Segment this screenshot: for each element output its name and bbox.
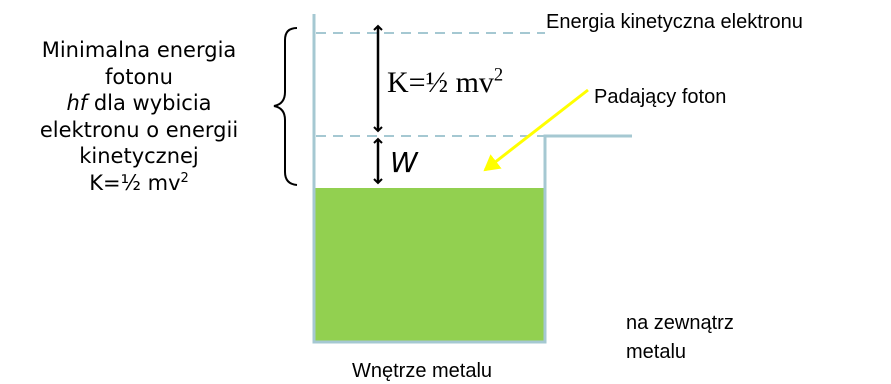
min-energy-line-5: kinetycznej [79,144,199,168]
work-function-label: W [390,146,418,179]
min-energy-line-4: elektronu o energii [39,117,239,142]
incident-photon-label: Padający foton [594,86,727,108]
min-energy-line-3-rest: dla wybicia [87,91,212,115]
outside-metal-label-line-2: metalu [626,341,687,363]
min-energy-formula: K=½ mv [89,170,181,195]
min-energy-line-2: fotonu [105,64,173,89]
curly-brace [273,27,298,186]
min-energy-line-3: hf dla wybicia [4,90,274,117]
min-energy-formula-exponent: 2 [180,170,189,186]
hf-symbol: hf [66,91,88,115]
outside-metal-label-line-1: na zewnątrz [626,312,734,334]
kinetic-formula-exponent: 2 [493,64,504,86]
minimum-photon-energy-text: Minimalna energia fotonu hf dla wybicia … [4,37,274,196]
metal-interior-label: Wnętrze metalu [352,360,493,382]
kinetic-formula-prefix: K=½ mv [387,66,494,99]
kinetic-energy-level-label: Energia kinetyczna elektronu [546,11,803,33]
kinetic-energy-formula: K=½ mv2 [387,66,503,99]
potential-well-outline [312,14,632,344]
min-energy-line-6: K=½ mv2 [4,170,274,197]
incident-photon-arrow [483,88,589,172]
min-energy-line-1: Minimalna energia [41,38,237,62]
metal-fill [314,188,544,341]
